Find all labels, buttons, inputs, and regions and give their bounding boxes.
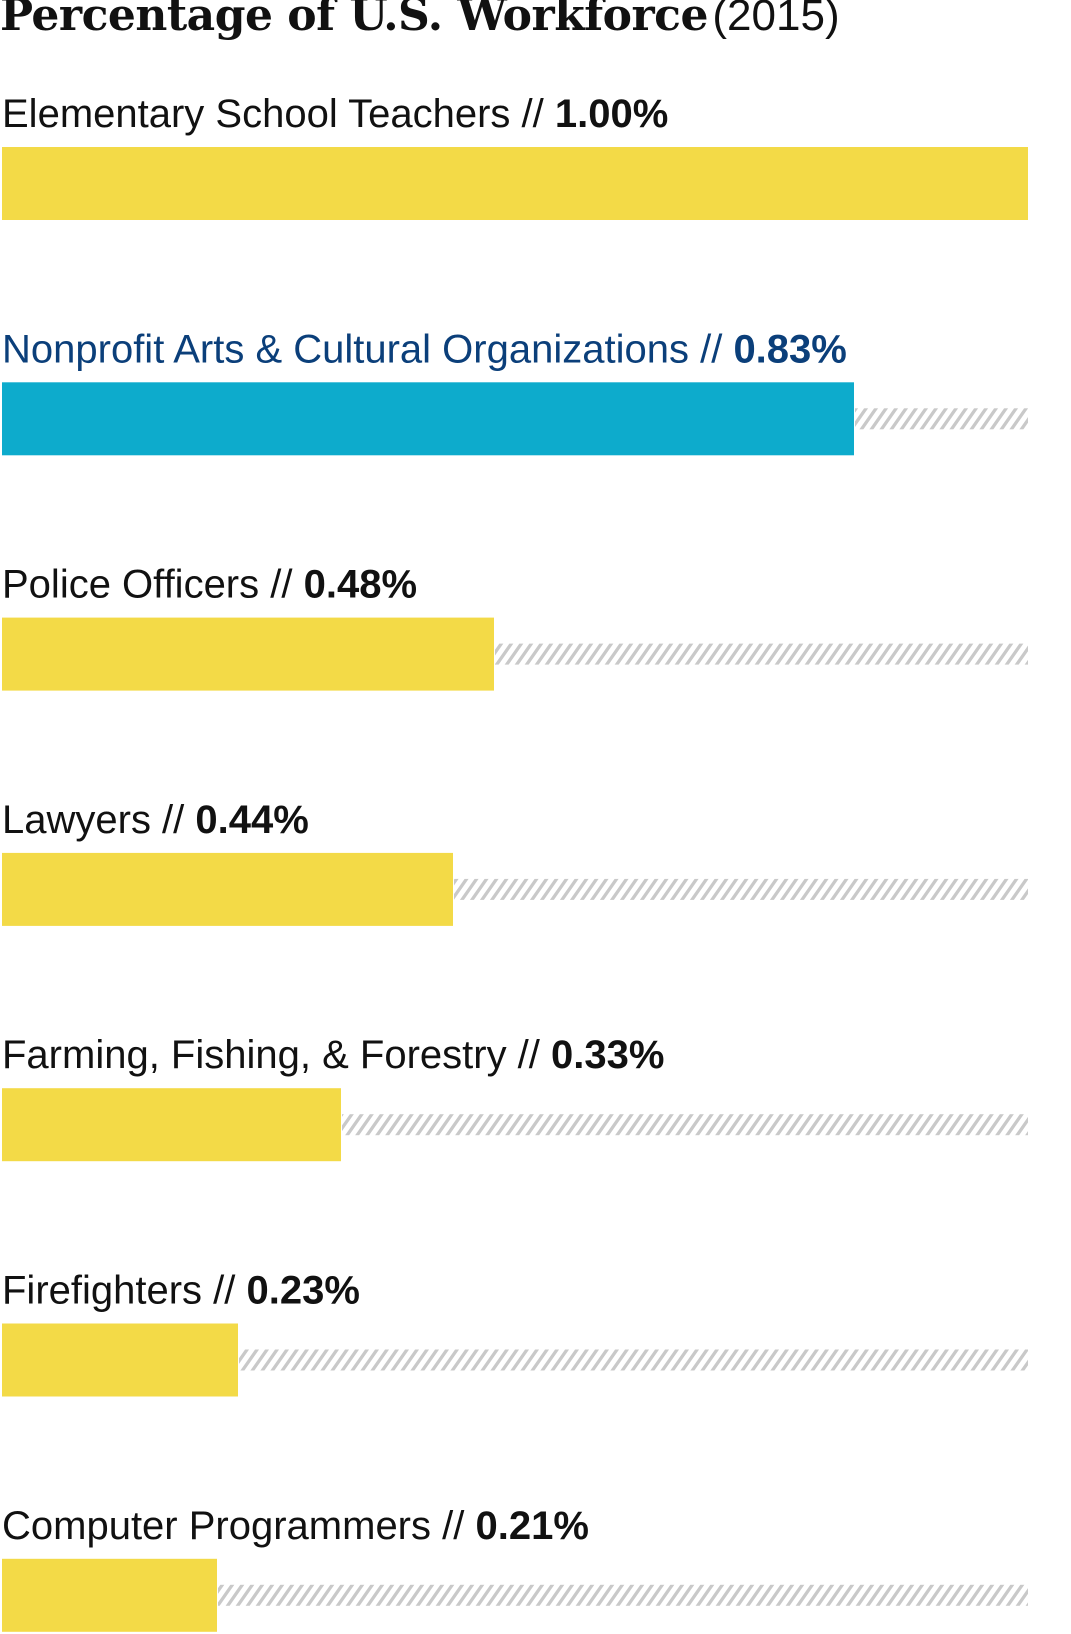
category-label: Firefighters // <box>2 1269 247 1313</box>
bar-remainder-hatch <box>239 1349 1028 1371</box>
bar-remainder-hatch <box>218 1584 1028 1606</box>
chart-title-main: Percentage of U.S. Workforce <box>0 0 708 41</box>
bar-row: Farming, Fishing, & Forestry // 0.33% <box>2 1033 1028 1162</box>
bar-remainder-hatch <box>495 643 1028 665</box>
bar <box>2 147 1028 220</box>
value-label: 0.33% <box>551 1033 664 1077</box>
bar-label: Police Officers // 0.48% <box>2 563 417 607</box>
value-label: 0.44% <box>195 798 308 842</box>
bar-remainder-hatch <box>855 408 1028 430</box>
value-label: 0.21% <box>475 1504 588 1548</box>
bar <box>2 1558 217 1632</box>
bar <box>2 1323 238 1397</box>
value-label: 0.48% <box>304 563 417 607</box>
category-label: Lawyers // <box>2 798 195 842</box>
bar-row: Lawyers // 0.44% <box>2 798 1028 926</box>
bar-label: Nonprofit Arts & Cultural Organizations … <box>2 327 847 371</box>
category-label: Farming, Fishing, & Forestry // <box>2 1033 551 1077</box>
bar-row: Firefighters // 0.23% <box>2 1269 1028 1397</box>
category-label: Police Officers // <box>2 563 304 607</box>
bar <box>2 617 494 691</box>
bar <box>2 382 854 456</box>
chart-subtitle: (2015) <box>712 0 840 40</box>
category-label: Elementary School Teachers // <box>2 92 555 136</box>
bar <box>2 1088 341 1162</box>
bar-label: Elementary School Teachers // 1.00% <box>2 92 668 136</box>
bar-remainder-hatch <box>342 1114 1028 1136</box>
category-label: Computer Programmers // <box>2 1504 475 1548</box>
bar-row: Elementary School Teachers // 1.00% <box>2 92 1028 220</box>
bar-remainder-hatch <box>454 878 1028 900</box>
bar-label: Firefighters // 0.23% <box>2 1269 360 1313</box>
value-label: 0.83% <box>733 327 846 371</box>
value-label: 1.00% <box>555 92 668 136</box>
bar-label: Computer Programmers // 0.21% <box>2 1504 589 1548</box>
bar-row: Police Officers // 0.48% <box>2 563 1028 691</box>
chart-title: Percentage of U.S. Workforce (2015) <box>0 0 840 38</box>
bar-label: Farming, Fishing, & Forestry // 0.33% <box>2 1033 664 1077</box>
bar-label: Lawyers // 0.44% <box>2 798 309 842</box>
value-label: 0.23% <box>247 1269 360 1313</box>
bar-row: Nonprofit Arts & Cultural Organizations … <box>2 327 1028 456</box>
category-label: Nonprofit Arts & Cultural Organizations … <box>2 327 733 371</box>
bar-row: Computer Programmers // 0.21% <box>2 1504 1028 1632</box>
bar <box>2 852 453 926</box>
